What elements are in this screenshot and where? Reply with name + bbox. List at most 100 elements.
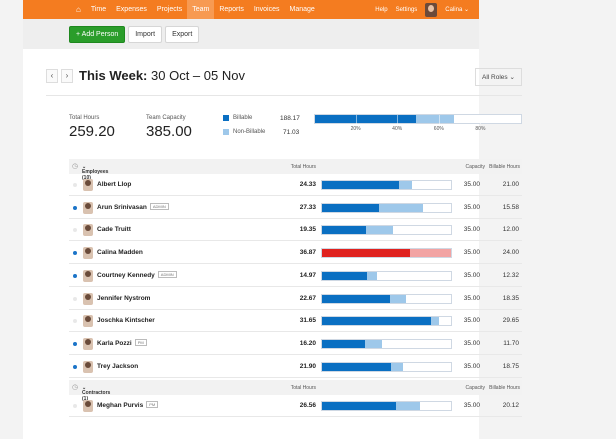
billable-hours: 18.75 [502, 362, 519, 370]
table-row[interactable]: Jennifer Nystrom 22.67 35.00 18.35 [69, 288, 522, 310]
status-dot [73, 183, 77, 187]
import-button[interactable]: Import [128, 25, 163, 43]
clock-icon: ◷ [72, 384, 79, 392]
status-dot [73, 251, 77, 256]
employees-header: ◷ Employees (10) ⌄ Total Hours Capacity Bill… [69, 159, 522, 181]
billable-segment [322, 294, 390, 303]
table-row[interactable]: Trey Jackson 21.90 35.00 18.75 [69, 356, 522, 378]
divider [46, 95, 522, 96]
billable-hours: 29.65 [502, 317, 519, 325]
avatar [83, 292, 93, 305]
col-billable-hours[interactable]: Billable Hours [489, 164, 520, 170]
billable-segment [322, 203, 380, 212]
role-badge: ADMIN [157, 270, 177, 278]
user-avatar[interactable] [425, 2, 438, 17]
nav-time[interactable]: Time [90, 6, 107, 13]
capacity: 35.00 [463, 203, 480, 211]
roles-dropdown[interactable]: All Roles ⌄ [475, 68, 522, 86]
table-row[interactable]: Calina Madden 36.87 35.00 24.00 [69, 242, 522, 265]
person-name[interactable]: Jennifer Nystrom [97, 294, 151, 302]
person-name[interactable]: Trey Jackson [97, 362, 139, 370]
billable-segment [322, 362, 392, 371]
legend-nonbillable: Non-Billable [223, 129, 265, 135]
person-name[interactable]: Meghan Purvis PM [97, 401, 159, 409]
billable-segment [322, 226, 367, 235]
user-menu[interactable]: Calina ⌄ [445, 7, 469, 13]
tick-label: 20% [350, 126, 361, 132]
billable-segment [315, 115, 416, 123]
total-hours: 22.67 [299, 294, 316, 302]
table-row[interactable]: Joschka Kintscher 31.65 35.00 29.65 [69, 310, 522, 333]
person-name[interactable]: Cade Truitt [97, 226, 131, 234]
billable-segment [322, 249, 411, 258]
status-dot [73, 404, 77, 409]
table-row[interactable]: Courtney Kennedy ADMIN 14.97 35.00 12.32 [69, 265, 522, 287]
tick-line [397, 115, 399, 124]
total-hours: 19.35 [299, 226, 316, 234]
col-capacity[interactable]: Capacity [465, 164, 485, 170]
role-badge: ADMIN [149, 202, 169, 210]
tick-label: 40% [392, 126, 403, 132]
billable-hours: 11.70 [503, 339, 519, 347]
total-hours-stat: Total Hours 259.20 [69, 115, 115, 140]
nonbillable-segment [389, 294, 406, 303]
nonbillable-segment [379, 203, 423, 212]
help-link[interactable]: Help [375, 6, 388, 13]
hours-bar [321, 248, 452, 259]
capacity: 35.00 [463, 294, 480, 302]
prev-week-button[interactable]: ‹ [46, 68, 58, 83]
export-button[interactable]: Export [165, 25, 200, 43]
person-name[interactable]: Courtney Kennedy ADMIN [97, 270, 177, 279]
status-dot [73, 273, 77, 278]
person-name[interactable]: Karla Pozzi PM [97, 338, 147, 347]
app: ⌂ Time Expenses Projects Team Reports Invoice… [23, 0, 479, 439]
nav-reports[interactable]: Reports [219, 6, 244, 13]
avatar [83, 400, 93, 413]
next-week-button[interactable]: › [61, 68, 73, 83]
col-billable-hours[interactable]: Billable Hours [489, 385, 520, 392]
status-dot [73, 341, 77, 346]
nav-expenses[interactable]: Expenses [116, 6, 147, 13]
col-total-hours[interactable]: Total Hours [290, 385, 316, 392]
status-dot [73, 228, 77, 233]
billable-hours: 18.35 [502, 294, 519, 302]
tick-line [480, 115, 482, 124]
billable-segment [322, 402, 397, 411]
group-toggle[interactable]: Contractors (1) ⌄ [82, 385, 111, 403]
col-capacity[interactable]: Capacity [465, 385, 485, 392]
table-row[interactable]: Meghan Purvis PM 26.56 35.00 20.12 [69, 395, 522, 418]
table-row[interactable]: Karla Pozzi PM 16.20 35.00 11.70 [69, 333, 522, 355]
tick-label: 60% [433, 126, 444, 132]
table-row[interactable]: Albert Llop 24.33 35.00 21.00 [69, 174, 522, 196]
table-row[interactable]: Cade Truitt 19.35 35.00 12.00 [69, 219, 522, 242]
team-hours-bar [314, 114, 522, 124]
nav-manage[interactable]: Manage [289, 6, 315, 13]
person-name[interactable]: Calina Madden [97, 249, 143, 257]
billable-hours: 15.58 [502, 203, 519, 211]
total-hours: 21.90 [299, 362, 316, 370]
total-hours: 36.87 [299, 249, 316, 257]
nav-projects[interactable]: Projects [156, 6, 183, 13]
settings-link[interactable]: Settings [395, 6, 418, 13]
capacity: 35.00 [463, 271, 480, 279]
person-name[interactable]: Albert Llop [97, 181, 132, 188]
group-toggle[interactable]: Employees (10) ⌄ [82, 164, 109, 181]
nonbillable-segment [431, 317, 439, 326]
person-name[interactable]: Joschka Kintscher [97, 317, 155, 325]
add-person-button[interactable]: + Add Person [69, 25, 126, 43]
nav-invoices[interactable]: Invoices [253, 6, 280, 13]
person-name[interactable]: Arun Srinivasan ADMIN [97, 202, 169, 211]
home-icon[interactable]: ⌂ [76, 5, 81, 14]
nav-team[interactable]: Team [187, 0, 215, 19]
hours-bar [321, 293, 452, 304]
col-total-hours[interactable]: Total Hours [290, 164, 316, 170]
table-row[interactable]: Arun Srinivasan ADMIN 27.33 35.00 15.58 [69, 197, 522, 219]
capacity: 35.00 [463, 226, 480, 234]
billable-segment [322, 181, 400, 189]
avatar [83, 247, 93, 260]
role-badge: PM [134, 338, 147, 346]
billable-hours: 12.32 [502, 271, 519, 279]
hours-bar [321, 361, 452, 372]
team-capacity-stat: Team Capacity 385.00 [146, 115, 192, 140]
capacity: 35.00 [463, 317, 480, 325]
